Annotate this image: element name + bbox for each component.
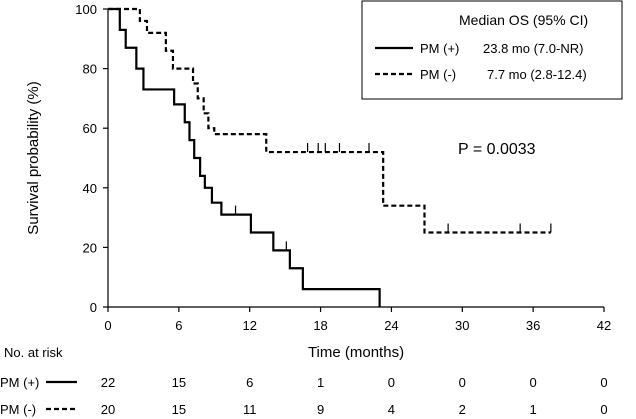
risk-row-label-pm-minus: PM (-) <box>0 402 36 417</box>
legend-title: Median OS (95% CI) <box>459 12 588 28</box>
y-tick-label: 40 <box>83 181 97 196</box>
p-value-annotation: P = 0.0033 <box>458 141 536 158</box>
risk-value: 0 <box>600 375 607 390</box>
survival-curves <box>108 7 552 307</box>
y-tick-label: 60 <box>83 121 97 136</box>
y-tick-label: 80 <box>83 62 97 77</box>
legend: Median OS (95% CI) PM (+) 23.8 mo (7.0-N… <box>361 0 623 100</box>
risk-value: 9 <box>317 402 324 417</box>
risk-value: 15 <box>172 402 186 417</box>
y-tick-label: 20 <box>83 240 97 255</box>
y-tick-label: 0 <box>90 300 97 315</box>
risk-value: 1 <box>317 375 324 390</box>
legend-median-pm-minus: 7.7 mo (2.8-12.4) <box>487 67 587 82</box>
km-curve-pm-minus <box>108 7 551 234</box>
x-tick-label: 0 <box>104 318 111 333</box>
x-tick-label: 36 <box>526 318 540 333</box>
legend-label-pm-plus: PM (+) <box>420 41 459 56</box>
legend-median-pm-plus: 23.8 mo (7.0-NR) <box>483 41 583 56</box>
axes <box>107 9 604 308</box>
risk-values: 22 15 6 1 0 0 0 0 20 15 11 9 4 2 1 0 <box>101 375 608 417</box>
risk-value: 22 <box>101 375 115 390</box>
risk-value: 6 <box>246 375 253 390</box>
risk-value: 0 <box>530 375 537 390</box>
legend-label-pm-minus: PM (-) <box>420 67 456 82</box>
risk-table-title: No. at risk <box>4 345 63 360</box>
x-tick-label: 24 <box>384 318 398 333</box>
x-tick-label: 12 <box>242 318 256 333</box>
x-tick-label: 6 <box>175 318 182 333</box>
risk-value: 15 <box>172 375 186 390</box>
risk-value: 2 <box>459 402 466 417</box>
x-axis-title: Time (months) <box>308 344 404 361</box>
risk-value: 20 <box>101 402 115 417</box>
km-curve-pm-plus <box>108 7 381 307</box>
risk-value: 0 <box>600 402 607 417</box>
y-tick-label: 100 <box>75 2 97 17</box>
x-tick-label: 18 <box>313 318 327 333</box>
x-tick-label: 30 <box>455 318 469 333</box>
risk-value: 4 <box>388 402 395 417</box>
risk-value: 0 <box>459 375 466 390</box>
x-ticks: 0 6 12 18 24 30 36 42 <box>104 307 611 333</box>
risk-row-label-pm-plus: PM (+) <box>0 375 39 390</box>
risk-value: 1 <box>530 402 537 417</box>
x-tick-label: 42 <box>597 318 611 333</box>
legend-box <box>361 0 623 100</box>
risk-value: 0 <box>388 375 395 390</box>
risk-value: 11 <box>243 402 257 417</box>
y-axis-title: Survival probability (%) <box>25 81 42 234</box>
y-ticks: 0 20 40 60 80 100 <box>75 2 108 315</box>
